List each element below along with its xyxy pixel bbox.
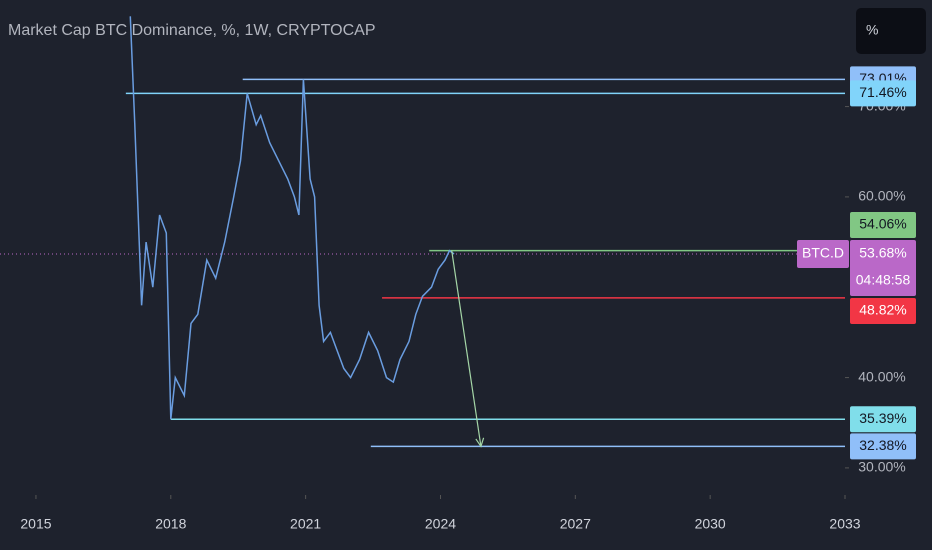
series-tag: BTC.D bbox=[802, 245, 844, 261]
last-label-box bbox=[850, 240, 916, 297]
last-label: 53.68% bbox=[859, 245, 906, 261]
y-tick-label: 40.00% bbox=[858, 368, 905, 384]
x-tick-label: 2015 bbox=[20, 516, 51, 532]
level-label: 32.38% bbox=[859, 437, 906, 453]
level-label-box bbox=[850, 80, 916, 107]
chart-title: Market Cap BTC Dominance, %, 1W, CRYPTOC… bbox=[8, 22, 376, 39]
x-tick-label: 2021 bbox=[290, 516, 321, 532]
level-label-box bbox=[850, 298, 916, 325]
arrow-head bbox=[475, 437, 485, 448]
x-tick-label: 2030 bbox=[695, 516, 726, 532]
scale-button[interactable]: % bbox=[866, 22, 878, 38]
series-line bbox=[129, 16, 455, 420]
series-tag-box bbox=[797, 240, 849, 269]
level-label: 48.82% bbox=[859, 302, 906, 318]
x-tick-label: 2024 bbox=[425, 516, 456, 532]
scale-button-box[interactable] bbox=[856, 8, 926, 54]
y-tick-label: 60.00% bbox=[858, 188, 905, 204]
level-label: 54.06% bbox=[859, 216, 906, 232]
level-label-box bbox=[850, 406, 916, 433]
level-label: 35.39% bbox=[859, 410, 906, 426]
level-label-box bbox=[850, 212, 916, 239]
countdown: 04:48:58 bbox=[856, 272, 911, 288]
x-tick-label: 2027 bbox=[560, 516, 591, 532]
y-tick-label: 30.00% bbox=[858, 459, 905, 475]
level-label: 71.46% bbox=[859, 84, 906, 100]
x-tick-label: 2033 bbox=[829, 516, 860, 532]
level-label-box bbox=[850, 433, 916, 460]
arrow bbox=[451, 250, 482, 447]
x-tick-label: 2018 bbox=[155, 516, 186, 532]
